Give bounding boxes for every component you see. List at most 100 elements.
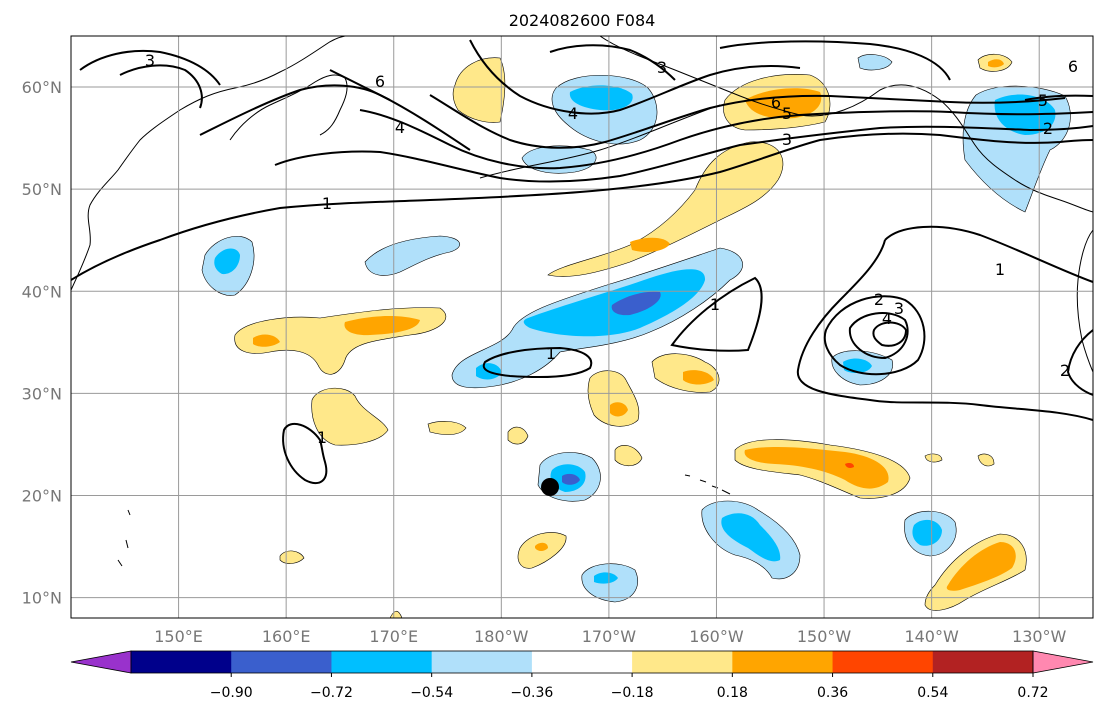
positive-anomaly-regions: [234, 53, 1027, 618]
colorbar-tick-label: −0.54: [410, 685, 453, 701]
contour-label: 2: [1060, 361, 1070, 380]
lon-tick-label: 170°E: [369, 627, 418, 646]
neg-region-hawaii-west-dark: [562, 473, 580, 485]
coastline-asia: [71, 36, 346, 291]
map-area: 1 1 1 1 1 2 2 2 3 3 3 3 4 4 4 5 5 6 6 6: [71, 36, 1093, 618]
contour-3-low: [848, 312, 909, 360]
pos-region-small-1: [507, 426, 529, 445]
neg-region-west-pacific-core: [214, 248, 240, 275]
contour-upper-ring: [719, 40, 951, 81]
contour-label: 1: [317, 428, 327, 447]
lat-tick-label: 60°N: [22, 78, 62, 97]
colorbar-labels: −0.90 −0.72 −0.54 −0.36 −0.18 0.18 0.36 0.54 0.7…: [210, 673, 1049, 701]
contour-label: 5: [782, 104, 792, 123]
contour-label: 3: [782, 130, 792, 149]
colorbar-extend-min: [70, 650, 132, 674]
contour-label: 3: [894, 299, 904, 318]
lat-tick-label: 50°N: [22, 180, 62, 199]
colorbar-tick-label: −0.18: [611, 685, 654, 701]
lon-tick-label: 150°W: [797, 627, 852, 646]
contour-label: 2: [1043, 119, 1053, 138]
contour-label: 4: [568, 104, 578, 123]
neg-region-bering-core: [569, 85, 633, 111]
pos-region-ne-small-core: [988, 59, 1004, 68]
colorbar-tick-label: 0.18: [717, 685, 748, 701]
contour-6-upper: [469, 39, 801, 115]
map-frame: [70, 35, 1094, 619]
lon-tick-label: 180°W: [474, 627, 529, 646]
lat-tick-label: 10°N: [22, 589, 62, 608]
contour-3-bering: [549, 44, 676, 81]
pos-region-south-small-core: [535, 542, 548, 551]
lon-tick-label: 150°E: [154, 627, 203, 646]
pos-region-mid-east-core: [683, 370, 714, 385]
contour-3-upper: [274, 125, 1093, 183]
pos-region-southwest: [311, 387, 389, 446]
hawaii-islands: [684, 474, 731, 495]
colorbar-segment: [131, 651, 232, 673]
neg-region-northeast-small: [857, 54, 893, 71]
pos-region-small-3: [614, 445, 643, 467]
location-marker: [541, 478, 559, 496]
colorbar-segment: [431, 651, 533, 673]
pos-region-se-core: [946, 542, 1016, 591]
neg-region-hawaii-south-core: [721, 513, 781, 562]
colorbar-segment: [231, 651, 332, 673]
neg-region-central-core: [523, 269, 706, 337]
contour-1-low-east: [796, 225, 1093, 421]
contour-lines: [71, 39, 1093, 485]
contour-4-low: [872, 321, 908, 347]
contour-2-east: [1066, 329, 1093, 396]
colorbar-segment: [632, 651, 733, 673]
contour-4-upper: [359, 109, 1093, 170]
contour-nw-2: [119, 64, 203, 109]
pos-region-east-south-band-dark: [845, 463, 854, 468]
neg-region-dateline-north: [364, 235, 460, 276]
pos-region-small-2: [427, 421, 467, 435]
coastlines: [71, 36, 1093, 567]
pos-region-central-south-core: [610, 402, 628, 417]
contour-label: 6: [771, 93, 781, 112]
neg-region-east-south-core: [912, 519, 942, 546]
contour-2-low: [823, 295, 926, 376]
lon-tick-label: 130°W: [1012, 627, 1067, 646]
pos-region-west-central-core2: [253, 334, 280, 347]
contour-labels: 1 1 1 1 1 2 2 2 3 3 3 3 4 4 4 5 5 6 6 6: [145, 51, 1078, 447]
contour-label: 1: [322, 194, 332, 213]
contour-label: 3: [145, 51, 155, 70]
coastline-na-west: [1076, 229, 1093, 373]
pos-region-west-central-core: [344, 316, 420, 336]
colorbar-tick-label: 0.54: [917, 685, 948, 701]
contour-label: 1: [995, 260, 1005, 279]
coastline-kamchatka: [229, 74, 348, 141]
colorbar-tick-label: −0.90: [210, 685, 253, 701]
longitude-labels: 150°E 160°E 170°E 180°W 170°W 160°W 150°W 140°W…: [154, 627, 1066, 646]
west-small-islands: [117, 509, 131, 567]
neg-region-central-dark: [611, 291, 661, 316]
latitude-labels: 10°N 20°N 30°N 40°N 50°N 60°N: [22, 78, 62, 608]
lat-tick-label: 40°N: [22, 282, 62, 301]
colorbar-segment: [331, 651, 433, 673]
colorbar-segment: [531, 651, 633, 673]
pos-region-tiny-2: [977, 453, 995, 467]
colorbar-segment: [932, 651, 1034, 673]
contour-label: 6: [375, 72, 385, 91]
contour-label: 5: [1038, 91, 1048, 110]
neg-region-south-core: [594, 572, 618, 584]
contour-label: 4: [395, 118, 405, 137]
lon-tick-label: 160°E: [262, 627, 311, 646]
contour-label: 6: [1068, 57, 1078, 76]
contour-nw-3: [199, 84, 471, 151]
lon-tick-label: 160°W: [689, 627, 744, 646]
colorbar-outline: [130, 650, 1034, 674]
colorbar-tick-label: 0.72: [1017, 685, 1048, 701]
gridlines: [71, 36, 1093, 618]
contour-label: 1: [546, 344, 556, 363]
contour-6-nw: [329, 69, 391, 101]
contour-label: 1: [710, 295, 720, 314]
contour-label: 2: [874, 290, 884, 309]
colorbar-segment: [832, 651, 934, 673]
contour-1-west: [282, 422, 328, 485]
pos-region-ridge-streak-core: [630, 237, 670, 252]
colorbar-segment: [732, 651, 834, 673]
